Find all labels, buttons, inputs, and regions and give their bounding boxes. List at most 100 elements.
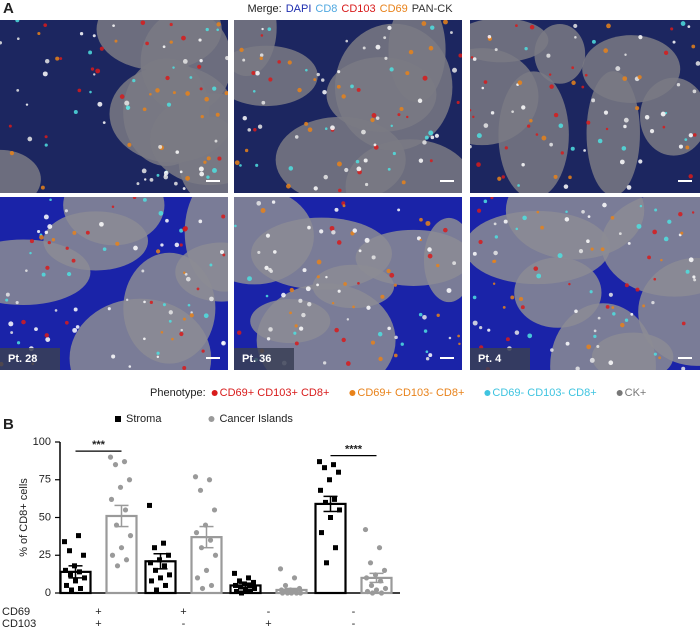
data-point xyxy=(64,582,69,588)
cell xyxy=(44,135,48,139)
data-point xyxy=(372,572,379,578)
cell xyxy=(221,341,225,345)
cell xyxy=(549,84,554,89)
data-point xyxy=(193,530,200,536)
category-sign: - xyxy=(267,606,271,618)
cell xyxy=(658,356,661,360)
cell xyxy=(600,247,605,252)
cell xyxy=(59,57,63,61)
cell xyxy=(286,183,291,189)
data-point xyxy=(322,465,327,471)
micrograph xyxy=(0,20,228,193)
tumor-island xyxy=(498,71,569,193)
cell xyxy=(357,281,360,285)
legend-dot xyxy=(211,390,218,396)
cell xyxy=(39,234,44,240)
legend-item: DAPI xyxy=(286,3,312,15)
cell xyxy=(425,350,429,354)
cell xyxy=(158,210,164,216)
cell xyxy=(430,25,435,30)
data-point xyxy=(167,572,172,578)
cell xyxy=(490,197,494,200)
tumor-island xyxy=(96,20,222,71)
cell xyxy=(114,39,118,43)
cell xyxy=(483,80,488,84)
tumor-island xyxy=(638,257,700,366)
cell xyxy=(649,129,655,134)
cell xyxy=(688,257,694,263)
cell xyxy=(476,133,482,139)
cell xyxy=(541,135,547,141)
data-point xyxy=(324,560,329,566)
cell xyxy=(670,27,674,31)
y-tick-label: 0 xyxy=(45,587,51,599)
cell xyxy=(185,91,190,96)
cell xyxy=(141,168,147,174)
cell xyxy=(65,320,69,325)
cell xyxy=(27,136,33,142)
cell xyxy=(119,94,125,99)
tumor-island xyxy=(256,283,396,370)
data-point xyxy=(212,552,219,558)
cell xyxy=(156,173,160,177)
cell xyxy=(651,300,655,305)
cell xyxy=(389,67,394,72)
cell xyxy=(341,201,346,206)
cell xyxy=(155,249,161,254)
category-sign: + xyxy=(265,618,271,630)
cell xyxy=(553,174,558,179)
data-point xyxy=(207,537,214,543)
cell xyxy=(169,22,173,27)
data-point xyxy=(367,560,374,566)
cell xyxy=(85,230,90,235)
cell xyxy=(586,120,591,125)
cell xyxy=(521,162,525,167)
cell xyxy=(378,356,383,362)
cell xyxy=(15,301,19,305)
cell xyxy=(481,86,485,90)
cell xyxy=(257,124,263,129)
data-point xyxy=(166,552,171,558)
cell xyxy=(65,246,69,250)
cell xyxy=(206,175,210,179)
cell xyxy=(201,349,205,353)
cell xyxy=(503,219,508,224)
data-point xyxy=(336,469,341,475)
cell xyxy=(493,259,497,263)
cell xyxy=(244,148,249,153)
cell xyxy=(184,272,188,276)
label-box xyxy=(234,348,294,370)
cell xyxy=(172,66,175,69)
legend-item: CD103 xyxy=(341,3,375,15)
legend-item: CK+ xyxy=(625,387,647,399)
data-point xyxy=(108,496,115,502)
legend-item: CD69- CD103- CD8+ xyxy=(492,387,596,399)
cell xyxy=(400,342,404,346)
cell xyxy=(242,115,247,121)
cell xyxy=(25,103,29,106)
data-point xyxy=(109,552,116,558)
cell xyxy=(247,276,252,282)
cell xyxy=(44,230,49,235)
tumor-island xyxy=(470,20,549,63)
cell xyxy=(626,185,632,190)
cell xyxy=(73,109,78,114)
cell xyxy=(427,253,433,259)
cell xyxy=(472,295,477,300)
cell xyxy=(535,133,539,136)
cell xyxy=(458,53,462,58)
significance-label: *** xyxy=(92,439,106,451)
cell xyxy=(692,133,697,137)
cell xyxy=(603,110,609,115)
legend-prefix: Phenotype: xyxy=(150,387,206,399)
patient-label: Pt. 28 xyxy=(8,353,37,365)
data-point xyxy=(69,587,74,593)
data-point xyxy=(197,487,204,493)
cell xyxy=(143,178,147,181)
data-point xyxy=(152,545,157,551)
row-label: CD103 xyxy=(2,618,36,630)
micrograph xyxy=(470,20,700,193)
cell xyxy=(371,255,376,260)
cell xyxy=(377,331,383,337)
label-box xyxy=(470,348,530,370)
